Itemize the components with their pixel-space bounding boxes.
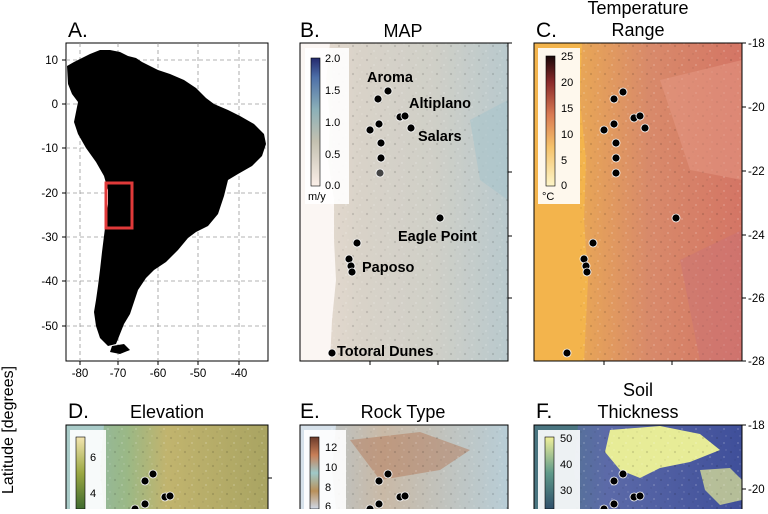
panel-b-title: MAP — [383, 21, 422, 41]
c-colorbar — [545, 55, 556, 187]
f-sites — [599, 469, 645, 514]
place-totoral-dunes: Totoral Dunes — [337, 344, 433, 360]
c-cb-tick: 5 — [561, 155, 567, 167]
b-cb-tick: 0.0 — [325, 180, 340, 192]
y-axis-label: Latitude [degrees] — [0, 366, 17, 494]
panel-d-letter: D. — [68, 400, 89, 423]
a-ytick: 10 — [45, 55, 58, 67]
e-cb-tick: 12 — [325, 442, 337, 454]
a-ytick: -20 — [41, 188, 58, 200]
f-cb-tick: 30 — [560, 485, 572, 497]
c-cb-tick: 10 — [561, 129, 573, 141]
panel-c: C. Temperature Range 25 20 15 10 5 0 °C — [533, 0, 765, 368]
a-xtick: -60 — [150, 368, 167, 380]
place-aroma: Aroma — [367, 70, 414, 86]
panel-c-title-line1: Temperature — [587, 0, 688, 18]
b-cb-tick: 0.5 — [325, 149, 340, 161]
a-ytick: -40 — [41, 276, 58, 288]
a-xtick: -40 — [231, 368, 248, 380]
e-cb-tick: 10 — [325, 462, 337, 474]
panel-d-title: Elevation — [130, 402, 204, 422]
panel-e: E. Rock Type 12 10 8 6 — [299, 400, 509, 514]
panel-a: A. — [41, 19, 269, 380]
place-eagle-point: Eagle Point — [398, 229, 477, 245]
b-cb-tick: 1.0 — [325, 117, 340, 129]
f-cb-tick: 50 — [560, 433, 572, 445]
a-xtick: -50 — [190, 368, 207, 380]
c-cb-tick: 25 — [561, 51, 573, 63]
panel-f-letter: F. — [536, 400, 552, 423]
panel-b: B. MAP 2.0 1.5 1.0 0.5 0.0 m/y — [299, 19, 512, 365]
c-lat-tick: -26 — [748, 293, 765, 305]
c-sites — [562, 87, 681, 358]
panel-c-letter: C. — [536, 19, 557, 42]
c-lat-tick: -22 — [748, 166, 765, 178]
b-sites — [327, 86, 445, 358]
panel-f-title-line2: Thickness — [597, 402, 678, 422]
f-lat-tick: -18 — [748, 420, 765, 432]
c-lat-tick: -18 — [748, 38, 765, 50]
e-colorbar — [309, 436, 320, 510]
a-ytick: -50 — [41, 321, 58, 333]
panel-f-title-line1: Soil — [623, 380, 653, 400]
c-cb-tick: 15 — [561, 103, 573, 115]
e-cb-tick: 8 — [325, 482, 331, 494]
place-paposo: Paposo — [362, 260, 415, 276]
c-lat-tick: -28 — [748, 356, 765, 368]
panel-b-letter: B. — [300, 19, 320, 42]
place-salars: Salars — [418, 129, 462, 145]
a-xtick: -70 — [110, 368, 127, 380]
c-cb-tick: 0 — [561, 180, 567, 192]
b-cb-unit: m/y — [308, 191, 326, 203]
b-cb-tick: 1.5 — [325, 85, 340, 97]
place-altiplano: Altiplano — [409, 96, 471, 112]
a-ytick: -10 — [41, 143, 58, 155]
panel-a-letter: A. — [68, 19, 88, 42]
a-xtick: -80 — [72, 368, 89, 380]
panel-e-letter: E. — [300, 400, 320, 423]
f-colorbar — [544, 436, 555, 510]
panel-f: F. Soil Thickness 50 40 30 -18 -20 — [533, 380, 765, 514]
a-ytick: 0 — [52, 99, 58, 111]
d-cb-tick: 4 — [90, 488, 96, 500]
c-lat-tick: -20 — [748, 102, 765, 114]
f-lat-tick: -20 — [748, 484, 765, 496]
c-lat-tick: -24 — [748, 230, 765, 242]
e-cb-tick: 6 — [325, 501, 331, 509]
south-america-landmass — [67, 50, 266, 346]
c-cb-unit: °C — [542, 191, 554, 203]
d-cb-tick: 6 — [90, 452, 96, 464]
d-colorbar — [75, 436, 86, 510]
tierra-del-fuego — [110, 344, 130, 354]
c-cb-tick: 20 — [561, 77, 573, 89]
panel-d: D. Elevation 6 4 — [65, 400, 272, 514]
study-area-box — [104, 181, 134, 230]
b-cb-tick: 2.0 — [325, 53, 340, 65]
panel-c-title-line2: Range — [611, 20, 664, 40]
a-ytick: -30 — [41, 232, 58, 244]
b-colorbar — [310, 57, 321, 187]
f-cb-tick: 40 — [560, 459, 572, 471]
panel-e-title: Rock Type — [361, 402, 446, 422]
